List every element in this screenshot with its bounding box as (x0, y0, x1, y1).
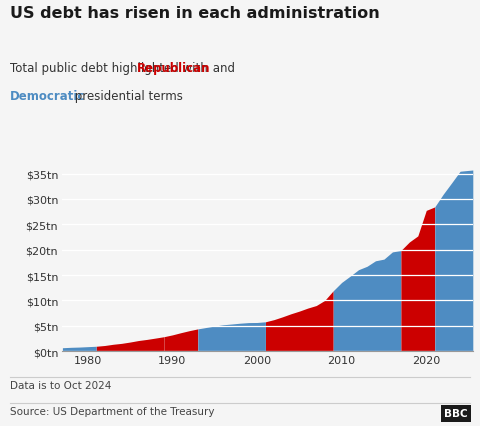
Text: BBC: BBC (444, 408, 468, 418)
Text: Total public debt highlighted with: Total public debt highlighted with (10, 62, 211, 75)
Text: US debt has risen in each administration: US debt has risen in each administration (10, 6, 379, 21)
Text: Data is to Oct 2024: Data is to Oct 2024 (10, 380, 111, 390)
Text: Source: US Department of the Treasury: Source: US Department of the Treasury (10, 406, 214, 415)
Text: Democratic: Democratic (10, 89, 85, 102)
Text: and: and (209, 62, 235, 75)
Text: presidential terms: presidential terms (71, 89, 183, 102)
Text: Republican: Republican (137, 62, 210, 75)
